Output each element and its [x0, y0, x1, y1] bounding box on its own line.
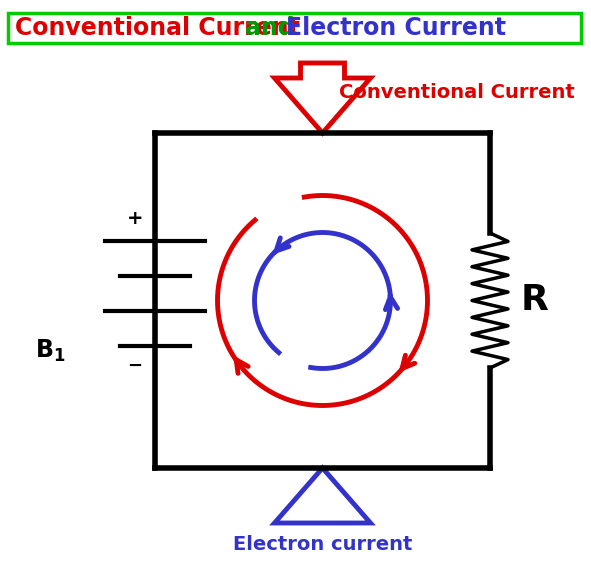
Text: Electron current: Electron current	[233, 535, 412, 555]
Polygon shape	[274, 63, 371, 133]
Text: −: −	[128, 356, 142, 374]
Text: R: R	[521, 284, 549, 318]
Text: Electron Current: Electron Current	[286, 16, 506, 40]
Text: Conventional Current: Conventional Current	[15, 16, 308, 40]
Text: Conventional Current: Conventional Current	[339, 83, 575, 102]
Text: +: +	[126, 209, 143, 228]
Text: and: and	[245, 16, 303, 40]
Polygon shape	[274, 468, 371, 523]
Text: $\mathbf{B_1}$: $\mathbf{B_1}$	[35, 337, 65, 364]
